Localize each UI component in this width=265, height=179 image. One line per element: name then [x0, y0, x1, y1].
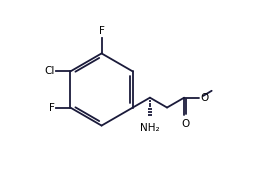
Text: F: F [99, 26, 104, 36]
Text: NH₂: NH₂ [140, 123, 160, 133]
Text: F: F [49, 103, 55, 113]
Text: Cl: Cl [45, 66, 55, 76]
Text: O: O [201, 93, 209, 103]
Text: O: O [181, 119, 189, 129]
